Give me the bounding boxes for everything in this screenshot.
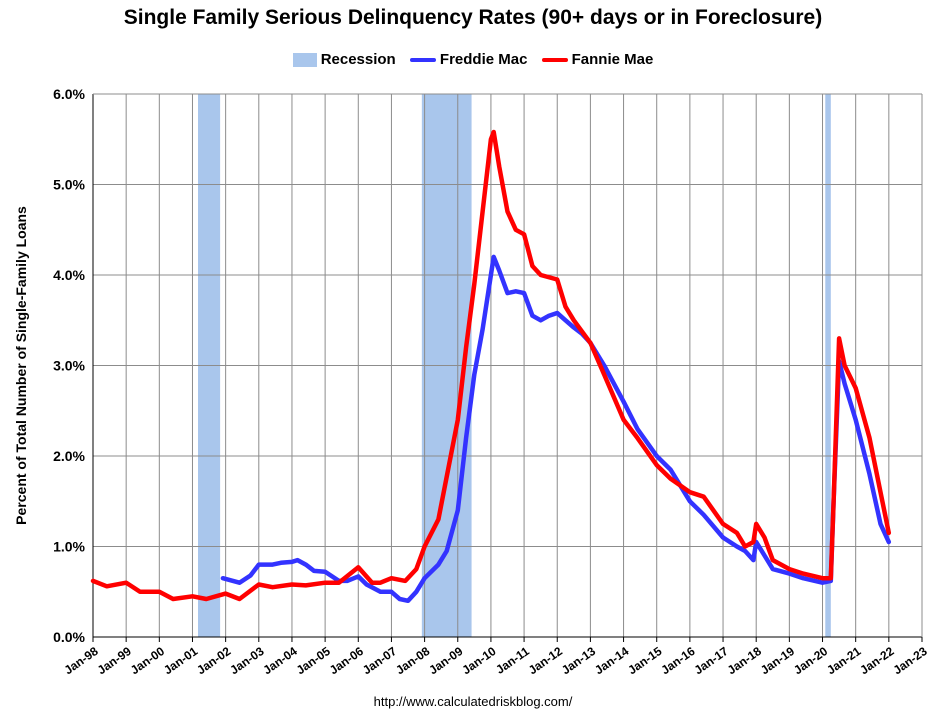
x-tick-label: Jan-23 <box>891 644 930 677</box>
series-line-freddie-mac <box>220 254 892 604</box>
legend: Recession Freddie Mac Fannie Mae <box>0 51 946 68</box>
x-tick-label: Jan-19 <box>758 644 797 677</box>
y-tick-label: 4.0% <box>53 267 85 283</box>
x-tick-label: Jan-00 <box>128 644 167 677</box>
legend-label-freddie-mac: Freddie Mac <box>439 51 528 68</box>
legend-item-recession: Recession <box>292 51 396 68</box>
x-tick-label: Jan-07 <box>360 644 399 677</box>
x-tick-label: Jan-06 <box>327 644 366 677</box>
x-tick-label: Jan-21 <box>824 644 863 677</box>
x-tick-label: Jan-22 <box>857 644 896 677</box>
x-tick-label: Jan-05 <box>294 644 333 677</box>
legend-swatch-fannie-mae <box>541 58 568 63</box>
x-tick-label: Jan-09 <box>426 644 465 677</box>
x-tick-label: Jan-12 <box>526 644 565 677</box>
x-tick-label: Jan-08 <box>393 644 432 677</box>
x-tick-label: Jan-14 <box>592 644 631 677</box>
y-tick-label: 5.0% <box>53 177 85 193</box>
chart-title: Single Family Serious Delinquency Rates … <box>123 6 823 29</box>
y-tick-label: 1.0% <box>53 539 85 555</box>
x-tick-label: Jan-17 <box>692 644 731 677</box>
x-tick-label: Jan-10 <box>459 644 498 677</box>
x-tick-label: Jan-13 <box>559 644 598 677</box>
x-tick-label: Jan-02 <box>194 644 233 677</box>
y-tick-label: 2.0% <box>53 448 85 464</box>
x-tick-label: Jan-16 <box>658 644 697 677</box>
legend-item-fannie-mae: Fannie Mae <box>541 51 654 68</box>
x-tick-label: Jan-04 <box>260 644 299 677</box>
x-tick-label: Jan-18 <box>725 644 764 677</box>
x-tick-label: Jan-01 <box>161 644 200 677</box>
x-tick-label: Jan-20 <box>791 644 830 677</box>
y-tick-label: 6.0% <box>53 86 85 102</box>
legend-swatch-freddie-mac <box>409 58 436 63</box>
legend-label-recession: Recession <box>320 51 396 68</box>
x-tick-label: Jan-15 <box>625 644 664 677</box>
x-tick-label: Jan-03 <box>227 644 266 677</box>
y-axis-label: Percent of Total Number of Single-Family… <box>13 206 29 525</box>
y-tick-label: 3.0% <box>53 358 85 374</box>
x-tick-label: Jan-98 <box>62 644 101 677</box>
source-url: http://www.calculatedriskblog.com/ <box>373 694 573 709</box>
x-tick-label: Jan-99 <box>95 644 134 677</box>
series-line-fannie-mae <box>90 129 892 602</box>
y-tick-label: 0.0% <box>53 629 85 645</box>
legend-swatch-recession <box>292 53 317 68</box>
legend-item-freddie-mac: Freddie Mac <box>409 51 528 68</box>
x-tick-label: Jan-11 <box>493 644 532 677</box>
legend-label-fannie-mae: Fannie Mae <box>571 51 654 68</box>
